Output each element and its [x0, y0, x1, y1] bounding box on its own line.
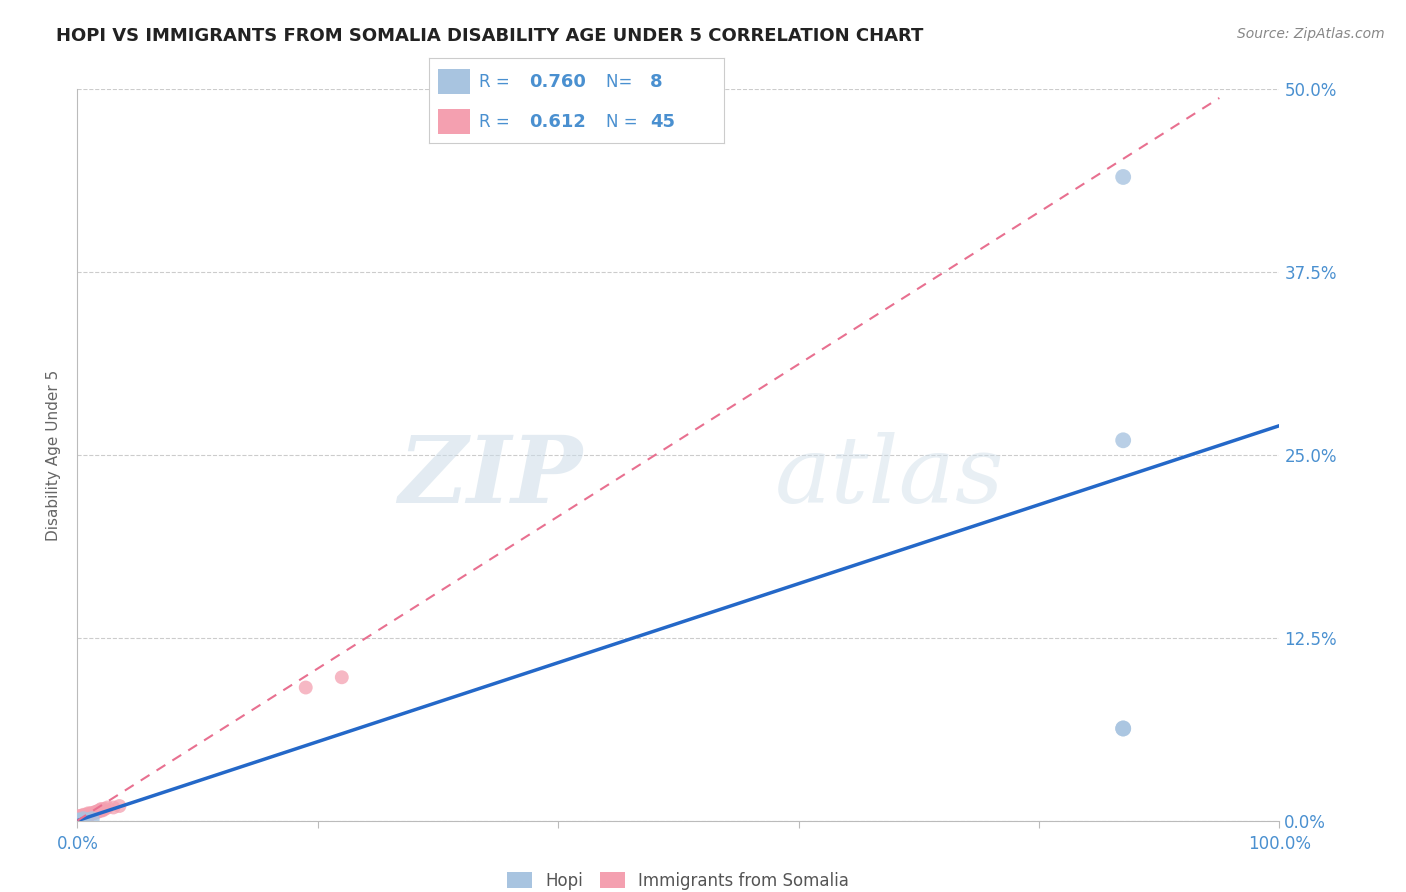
Text: 8: 8 [651, 73, 662, 91]
Y-axis label: Disability Age Under 5: Disability Age Under 5 [46, 369, 62, 541]
Point [72, 812, 94, 826]
Point [67, 812, 90, 826]
Legend: Hopi, Immigrants from Somalia: Hopi, Immigrants from Somalia [501, 865, 856, 892]
Point [72, 809, 94, 823]
Point [1112, 722, 1135, 736]
Point [66, 814, 89, 828]
Point [80, 812, 103, 826]
Point [84, 805, 107, 819]
Point [80, 806, 103, 821]
Point [103, 800, 125, 814]
Text: N =: N = [606, 112, 643, 130]
Point [108, 799, 131, 814]
Point [66, 814, 89, 828]
Point [94, 802, 117, 816]
Point [72, 809, 94, 823]
Point [72, 807, 94, 822]
Point [70, 809, 93, 823]
Text: R =: R = [479, 112, 515, 130]
Point [1112, 434, 1135, 448]
Point [89, 804, 111, 818]
Point [96, 800, 118, 814]
Point [87, 805, 110, 819]
Point [73, 809, 96, 823]
Point [82, 806, 104, 821]
Point [90, 802, 112, 816]
Point [69, 809, 91, 823]
Text: 0.612: 0.612 [529, 112, 586, 130]
Point [77, 807, 100, 822]
Point [77, 806, 100, 821]
Point [330, 670, 353, 684]
Point [66, 812, 89, 826]
Point [77, 809, 100, 823]
Point [79, 807, 101, 822]
Point [1112, 722, 1135, 736]
Point [1112, 169, 1135, 184]
Point [79, 807, 101, 822]
Point [69, 811, 91, 825]
Text: 45: 45 [651, 112, 675, 130]
Point [66, 811, 89, 825]
Point [83, 806, 105, 821]
FancyBboxPatch shape [437, 109, 470, 134]
Point [70, 809, 93, 823]
Point [90, 804, 112, 818]
FancyBboxPatch shape [437, 69, 470, 95]
Text: atlas: atlas [775, 432, 1004, 522]
Point [67, 814, 90, 828]
Point [76, 809, 98, 823]
Text: 0.760: 0.760 [529, 73, 586, 91]
Point [66, 812, 89, 826]
Point [79, 806, 101, 821]
Point [66, 814, 89, 828]
Text: Source: ZipAtlas.com: Source: ZipAtlas.com [1237, 27, 1385, 41]
Point [294, 681, 316, 695]
Point [76, 807, 98, 822]
Point [86, 805, 108, 819]
Point [70, 811, 93, 825]
Text: R =: R = [479, 73, 515, 91]
Point [87, 804, 110, 818]
Text: ZIP: ZIP [398, 432, 582, 522]
Point [70, 809, 93, 823]
Point [75, 807, 97, 822]
Point [75, 809, 97, 823]
Text: N=: N= [606, 73, 637, 91]
Text: HOPI VS IMMIGRANTS FROM SOMALIA DISABILITY AGE UNDER 5 CORRELATION CHART: HOPI VS IMMIGRANTS FROM SOMALIA DISABILI… [56, 27, 924, 45]
Point [91, 804, 114, 818]
Point [67, 811, 90, 825]
Point [67, 809, 90, 823]
